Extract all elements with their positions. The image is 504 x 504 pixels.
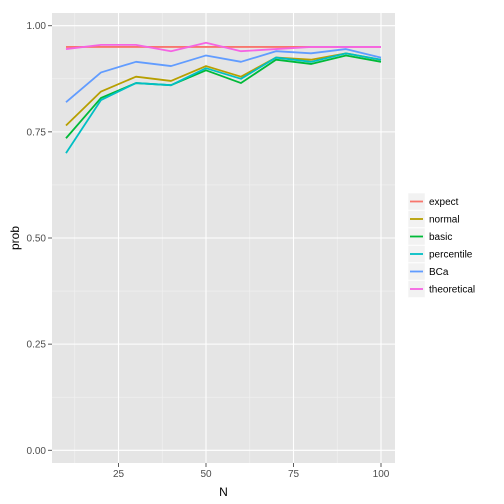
- y-tick-label: 0.25: [27, 340, 47, 351]
- legend-label-percentile: percentile: [429, 250, 473, 261]
- x-axis: 25 50 75 100: [113, 463, 390, 480]
- legend-label-bca: BCa: [429, 267, 449, 278]
- series-line-basic: [65, 54, 382, 139]
- legend: expect normal basic percentile BCa theoretica…: [407, 192, 475, 298]
- x-tick-label: 25: [113, 469, 125, 480]
- legend-label-normal: normal: [429, 215, 460, 226]
- y-tick-label: 0.75: [27, 127, 47, 138]
- series-line-theoretical: [65, 41, 381, 53]
- series-lines: [65, 41, 382, 154]
- y-tick-label: 0.00: [27, 446, 47, 457]
- legend-label-theoretical: theoretical: [429, 285, 475, 296]
- legend-label-basic: basic: [429, 232, 452, 243]
- x-tick-label: 75: [288, 469, 300, 480]
- x-tick-label: 50: [200, 469, 212, 480]
- y-tick-label: 0.50: [27, 234, 47, 245]
- legend-label-expect: expect: [429, 197, 459, 208]
- y-tick-label: 1.00: [27, 21, 47, 32]
- x-tick-label: 100: [373, 469, 390, 480]
- x-axis-title: N: [219, 485, 228, 499]
- series-line-normal: [65, 52, 382, 127]
- series-line-percentile: [65, 52, 382, 154]
- y-axis: 0.00 0.25 0.50 0.75 1.00: [27, 21, 52, 457]
- major-gridlines: [52, 13, 395, 463]
- y-axis-title: prob: [8, 226, 22, 250]
- series-line-bca: [65, 48, 382, 103]
